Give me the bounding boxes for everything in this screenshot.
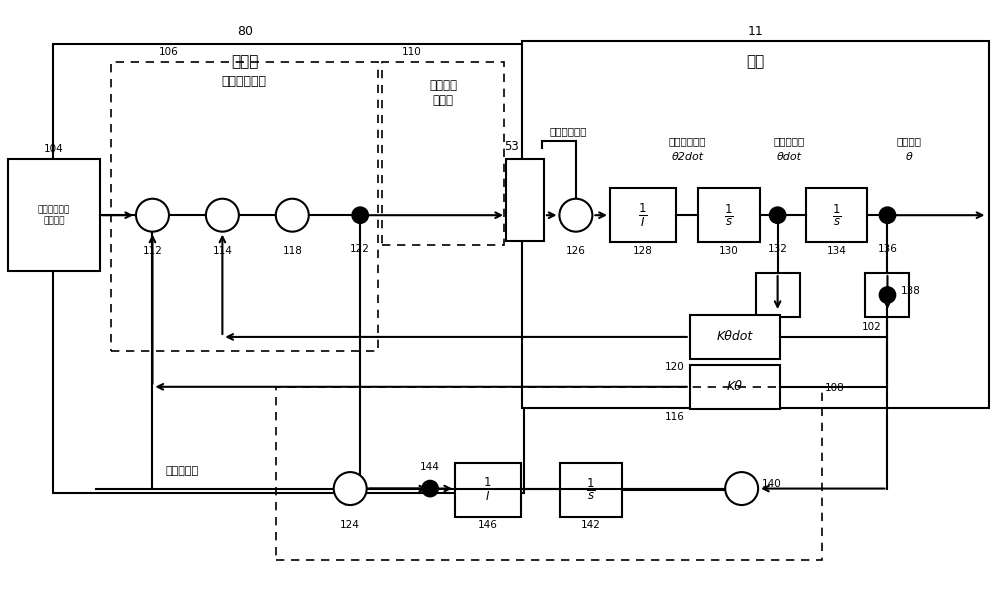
Text: +: + xyxy=(560,201,570,211)
Text: 140: 140 xyxy=(762,479,781,488)
Text: $\frac{1}{s}$: $\frac{1}{s}$ xyxy=(832,203,841,228)
Text: +: + xyxy=(335,475,344,485)
Text: −: − xyxy=(731,496,742,509)
Text: 122: 122 xyxy=(350,244,370,254)
Text: 指令値生成部: 指令値生成部 xyxy=(222,75,267,88)
Text: 112: 112 xyxy=(143,246,162,256)
Text: 机体: 机体 xyxy=(747,54,765,69)
Text: 干扰对应値: 干扰对应値 xyxy=(165,466,199,476)
Text: 干扰转弯转矩: 干扰转弯转矩 xyxy=(550,127,587,136)
Text: 118: 118 xyxy=(282,246,302,256)
Bar xyxy=(806,188,867,242)
Text: 130: 130 xyxy=(719,246,739,256)
Text: +: + xyxy=(137,201,146,211)
Text: 124: 124 xyxy=(340,520,360,531)
Bar xyxy=(610,188,676,242)
Bar xyxy=(522,40,989,408)
Circle shape xyxy=(276,199,309,232)
Text: 转弯转矩目标
値设定部: 转弯转矩目标 値设定部 xyxy=(38,206,70,225)
Bar xyxy=(506,159,544,241)
Text: $\frac{1}{s}$: $\frac{1}{s}$ xyxy=(724,203,733,228)
Circle shape xyxy=(422,481,438,497)
Text: 100: 100 xyxy=(752,322,771,332)
Text: 116: 116 xyxy=(665,412,685,421)
Circle shape xyxy=(879,207,896,223)
Text: $\frac{1}{I}$: $\frac{1}{I}$ xyxy=(638,201,648,229)
Circle shape xyxy=(725,472,758,505)
Text: 转弯角度: 转弯角度 xyxy=(897,136,922,147)
Text: +: + xyxy=(207,201,216,211)
Text: 80: 80 xyxy=(237,25,253,37)
Text: $\frac{1}{s}$: $\frac{1}{s}$ xyxy=(586,477,596,502)
Text: +: + xyxy=(566,224,576,234)
Text: 120: 120 xyxy=(665,362,685,372)
Bar xyxy=(276,387,822,560)
Text: 转弯角速度: 转弯角速度 xyxy=(774,136,805,147)
Text: 114: 114 xyxy=(212,246,232,256)
Text: +: + xyxy=(341,497,350,508)
Text: 138: 138 xyxy=(900,286,920,296)
Text: 104: 104 xyxy=(44,144,64,154)
Text: θ2dot: θ2dot xyxy=(672,153,704,162)
Bar xyxy=(53,43,524,493)
Text: 142: 142 xyxy=(581,520,601,531)
Text: 106: 106 xyxy=(159,46,178,57)
Bar xyxy=(560,463,622,517)
Text: 11: 11 xyxy=(748,25,764,37)
Circle shape xyxy=(136,199,169,232)
Text: 指令信号
生成部: 指令信号 生成部 xyxy=(429,80,457,107)
Circle shape xyxy=(352,207,368,223)
Text: −: − xyxy=(142,223,153,236)
Text: 132: 132 xyxy=(768,244,788,254)
Text: Kθ: Kθ xyxy=(727,380,743,393)
Circle shape xyxy=(879,287,896,303)
Circle shape xyxy=(559,199,592,232)
Text: Kθdot: Kθdot xyxy=(717,330,753,344)
Text: 102: 102 xyxy=(861,322,881,332)
Circle shape xyxy=(206,199,239,232)
Text: +: + xyxy=(277,201,286,211)
Text: 134: 134 xyxy=(827,246,846,256)
Bar xyxy=(865,273,909,317)
Bar xyxy=(111,62,378,351)
Text: 108: 108 xyxy=(825,383,844,393)
Bar xyxy=(756,273,800,317)
Circle shape xyxy=(769,207,786,223)
Text: 控制部: 控制部 xyxy=(232,54,259,69)
Text: −: − xyxy=(282,223,293,236)
Text: 转弯角加速度: 转弯角加速度 xyxy=(669,136,706,147)
Text: $\frac{1}{I}$: $\frac{1}{I}$ xyxy=(483,476,493,504)
Bar xyxy=(382,62,504,245)
Text: θdot: θdot xyxy=(777,153,802,162)
Circle shape xyxy=(334,472,367,505)
Text: 146: 146 xyxy=(478,520,498,531)
Text: 53: 53 xyxy=(504,140,519,153)
Bar xyxy=(690,315,780,359)
Bar xyxy=(455,463,521,517)
Bar xyxy=(8,159,100,271)
Text: 144: 144 xyxy=(420,462,440,472)
Text: +: + xyxy=(726,475,735,485)
Bar xyxy=(698,188,760,242)
Text: θ: θ xyxy=(906,153,913,162)
Bar xyxy=(690,365,780,409)
Text: 136: 136 xyxy=(878,244,897,254)
Text: 110: 110 xyxy=(402,46,422,57)
Text: 128: 128 xyxy=(633,246,653,256)
Text: −: − xyxy=(212,223,223,236)
Text: 126: 126 xyxy=(566,246,586,256)
